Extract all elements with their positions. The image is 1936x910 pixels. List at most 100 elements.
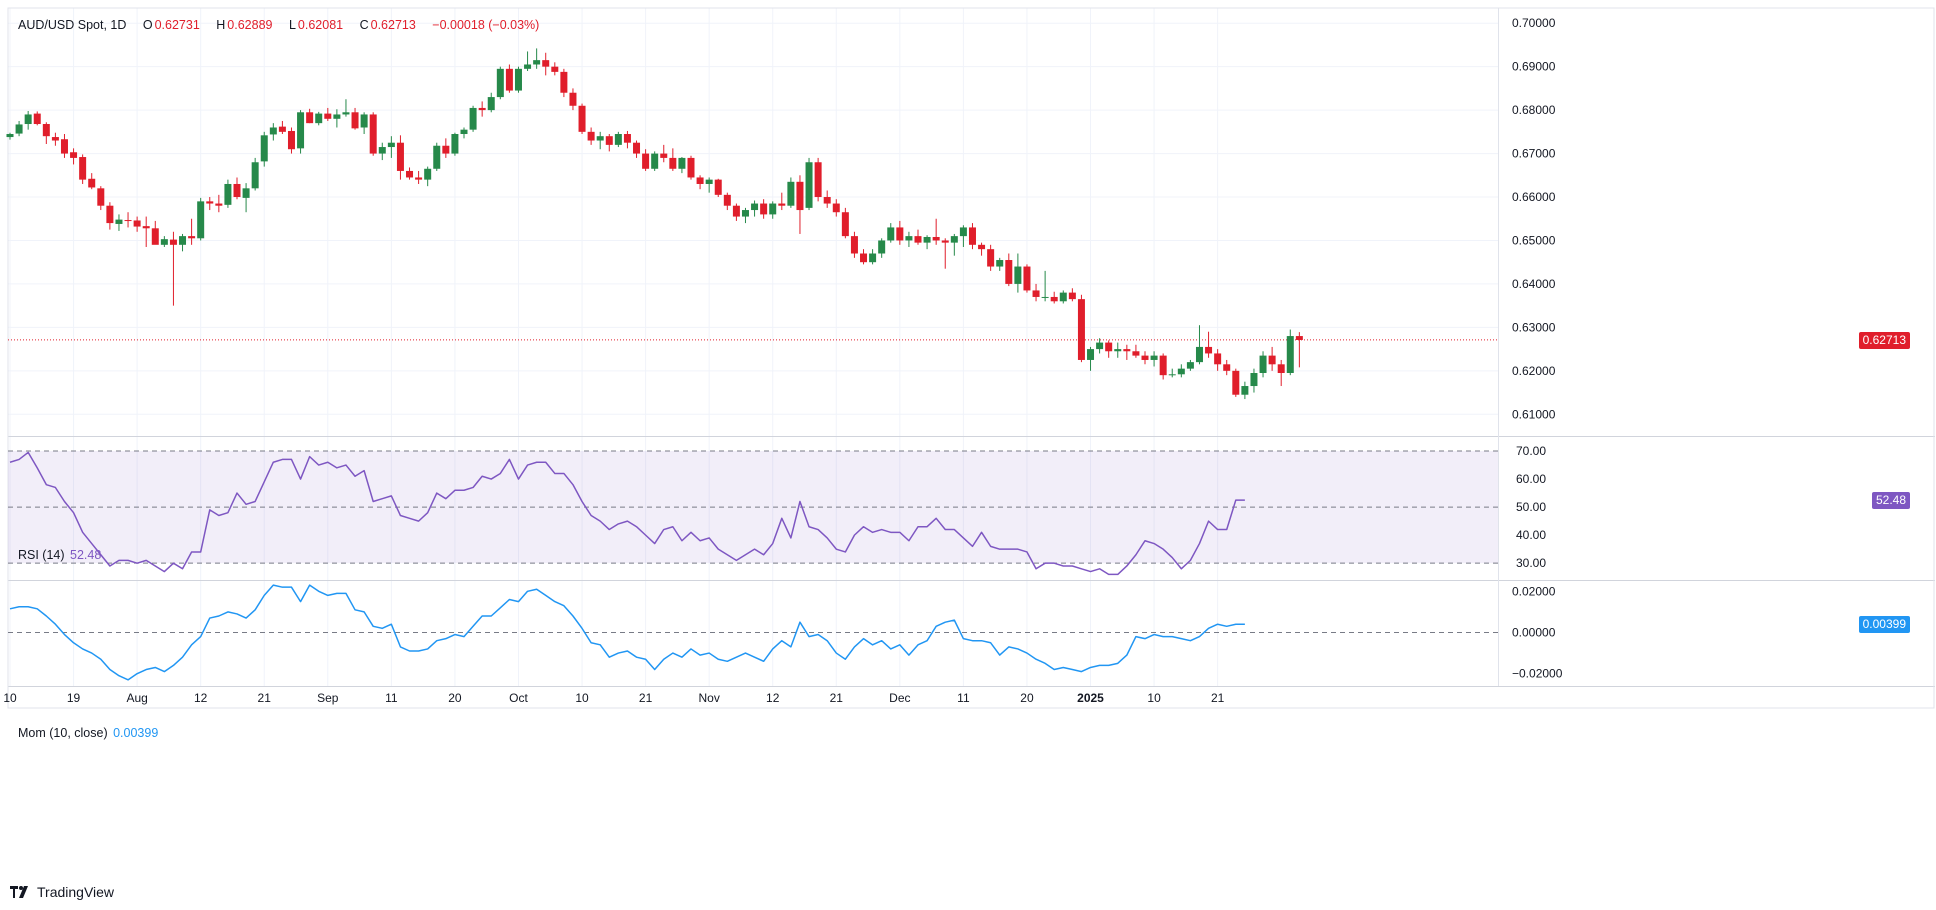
candle-body (106, 205, 114, 224)
candlestick-series (6, 48, 1303, 400)
candle-body (1123, 349, 1131, 352)
candle-body (1077, 299, 1085, 360)
candle-body (796, 181, 804, 211)
mom-axis-tick-label: 0.02000 (1512, 584, 1556, 598)
candle-body (433, 145, 441, 169)
candle-body (950, 236, 958, 243)
x-axis-tick-label: 20 (1020, 691, 1034, 705)
candle-body (151, 228, 159, 245)
x-axis-tick-label: Sep (317, 691, 339, 705)
candle-body (1186, 362, 1194, 369)
candle-body (651, 153, 659, 169)
axes-labels: 10 19 Aug 12 21 Sep 11 20 Oct 10 21 Nov 12 21 Dec 11 20 2… (3, 16, 1562, 705)
candle-body (224, 183, 232, 205)
mom-legend[interactable]: Mom (10, close) 0.00399 (18, 725, 160, 741)
candle-body (369, 114, 377, 154)
candle-body (760, 203, 768, 215)
candle-body (396, 142, 404, 171)
x-axis-tick-label: 21 (639, 691, 653, 705)
price-axis-tick-label: 0.61000 (1512, 407, 1556, 421)
candle-body (1159, 355, 1167, 376)
candle-body (505, 68, 513, 91)
candle-body (978, 244, 986, 250)
pane-frame (7, 7, 1935, 709)
candle-body (233, 183, 241, 198)
candle-body (551, 66, 559, 72)
candle-body (996, 260, 1004, 267)
rsi-axis-tick-label: 40.00 (1516, 528, 1546, 542)
candle-body (460, 129, 468, 135)
candle-body (714, 179, 722, 195)
candle-body (1141, 355, 1149, 360)
candle-body (387, 142, 395, 148)
open-label: O (142, 18, 153, 32)
candle-body (378, 147, 386, 154)
candle-body (24, 114, 32, 125)
x-axis-tick-label: 10 (575, 691, 589, 705)
rsi-value: 52.48 (70, 548, 102, 562)
candle-body (914, 236, 922, 243)
low-value: 0.62081 (297, 18, 344, 32)
candle-body (487, 97, 495, 111)
price-axis-tick-label: 0.69000 (1512, 60, 1556, 74)
price-axis-tick-label: 0.68000 (1512, 103, 1556, 117)
candle-body (887, 227, 895, 241)
candle-body (251, 162, 259, 189)
candle-body (306, 112, 314, 124)
candle-body (769, 203, 777, 215)
candle-body (124, 220, 132, 222)
grid-lines (8, 8, 1498, 686)
x-axis-tick-label: 2025 (1077, 691, 1104, 705)
candle-body (1032, 290, 1040, 297)
candle-body (1068, 292, 1076, 300)
rsi-legend[interactable]: RSI (14) 52.48 (18, 547, 103, 563)
x-axis-tick-label: Oct (509, 691, 528, 705)
candle-body (896, 227, 904, 241)
candle-body (406, 170, 414, 178)
candle-body (850, 236, 858, 254)
symbol-title[interactable]: AUD/USD Spot, 1D (18, 18, 127, 32)
candle-body (687, 157, 695, 178)
candle-body (115, 219, 123, 224)
candle-body (923, 236, 931, 243)
candle-body (278, 126, 286, 132)
tradingview-logo[interactable]: TradingView (10, 884, 114, 900)
candle-body (959, 227, 967, 237)
candle-body (133, 220, 141, 227)
candle-body (1286, 336, 1294, 373)
candle-body (869, 253, 877, 263)
mom-last-tag: 0.00399 (1858, 616, 1910, 634)
rsi-axis-tick-label: 70.00 (1516, 444, 1546, 458)
candle-body (1014, 266, 1022, 284)
x-axis-tick-label: Aug (126, 691, 147, 705)
candle-body (1177, 368, 1185, 375)
price-axis-tick-label: 0.70000 (1512, 16, 1556, 30)
candle-body (188, 236, 196, 239)
candle-body (678, 157, 686, 169)
candle-body (478, 107, 486, 111)
candle-body (1005, 260, 1013, 284)
candle-body (469, 107, 477, 130)
rsi-axis-tick-label: 60.00 (1516, 472, 1546, 486)
ohlc-legend: AUD/USD Spot, 1D O 0.62731 H 0.62889 L 0.62… (18, 17, 541, 33)
candle-body (669, 157, 677, 169)
candle-body (496, 68, 504, 98)
x-axis-tick-label: 19 (67, 691, 81, 705)
candle-body (60, 139, 68, 154)
candle-body (451, 134, 459, 154)
x-axis-tick-label: 21 (1211, 691, 1225, 705)
candle-body (1205, 346, 1213, 354)
candle-body (905, 236, 913, 241)
candle-body (1168, 374, 1176, 376)
x-axis-tick-label: 20 (448, 691, 462, 705)
candle-body (342, 112, 350, 115)
candle-body (1195, 346, 1203, 363)
candle-body (424, 168, 432, 180)
candle-body (1105, 342, 1113, 352)
candle-body (1259, 355, 1267, 373)
last-price-tag: 0.62713 (1858, 331, 1910, 349)
x-axis-tick-label: 11 (957, 691, 970, 705)
candle-body (6, 134, 14, 138)
candle-body (197, 201, 205, 239)
